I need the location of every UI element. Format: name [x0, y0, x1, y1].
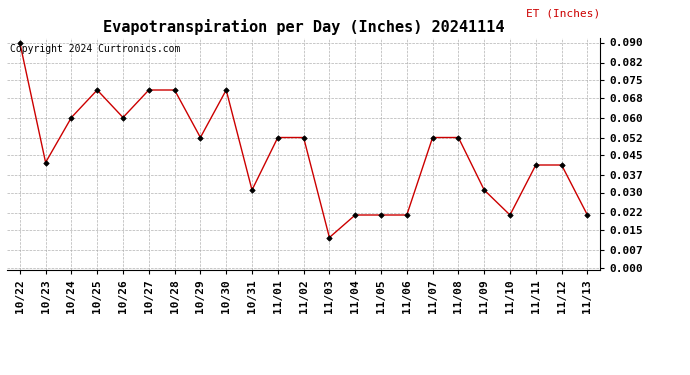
Text: ET (Inches): ET (Inches) [526, 9, 600, 19]
Text: Copyright 2024 Curtronics.com: Copyright 2024 Curtronics.com [10, 45, 180, 54]
Title: Evapotranspiration per Day (Inches) 20241114: Evapotranspiration per Day (Inches) 2024… [103, 19, 504, 35]
